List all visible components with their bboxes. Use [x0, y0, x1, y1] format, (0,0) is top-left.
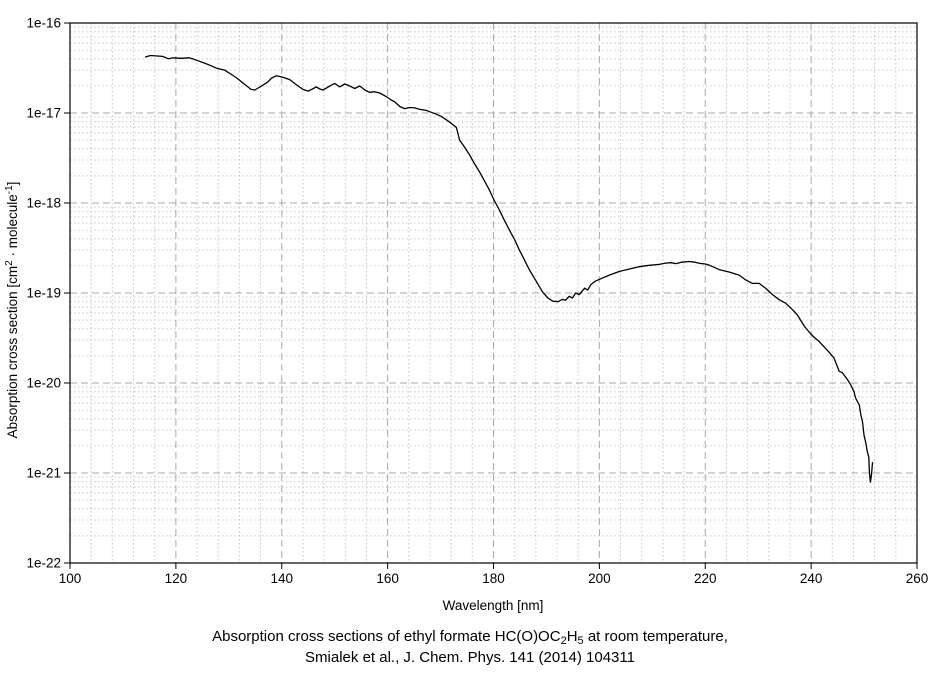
spectrum-curve	[145, 54, 874, 483]
chart-caption-line1: Absorption cross sections of ethyl forma…	[212, 628, 728, 647]
axis-ticks	[64, 22, 918, 569]
x-tick-label: 160	[376, 571, 399, 586]
y-tick-label: 1e-19	[26, 286, 61, 301]
y-tick-label: 1e-20	[26, 376, 61, 391]
x-tick-label: 240	[800, 571, 823, 586]
y-tick-label: 1e-18	[26, 196, 61, 211]
chart-caption-line2: Smialek et al., J. Chem. Phys. 141 (2014…	[305, 649, 635, 666]
x-tick-label: 200	[588, 571, 611, 586]
curve-layer	[145, 54, 874, 483]
x-tick-label: 120	[165, 571, 188, 586]
chart-caption: Absorption cross sections of ethyl forma…	[0, 626, 940, 668]
y-tick-label: 1e-21	[26, 466, 61, 481]
y-tick-label: 1e-22	[26, 556, 61, 571]
x-tick-label: 220	[694, 571, 717, 586]
x-tick-label: 140	[270, 571, 293, 586]
x-tick-labels: 100 120 140 160 180 200 220 240 260	[59, 571, 929, 586]
x-tick-label: 100	[59, 571, 82, 586]
y-tick-label: 1e-16	[26, 16, 61, 31]
x-tick-label: 260	[906, 571, 929, 586]
major-grid	[70, 23, 917, 563]
minor-grid	[70, 23, 917, 563]
x-tick-label: 180	[482, 571, 505, 586]
y-tick-label: 1e-17	[26, 106, 61, 121]
x-axis-title: Wavelength [nm]	[443, 598, 544, 613]
y-axis-title: Absorption cross section [cm2 · molecule…	[4, 182, 20, 439]
y-tick-labels: 1e-16 1e-17 1e-18 1e-19 1e-20 1e-21 1e-22	[26, 16, 61, 571]
